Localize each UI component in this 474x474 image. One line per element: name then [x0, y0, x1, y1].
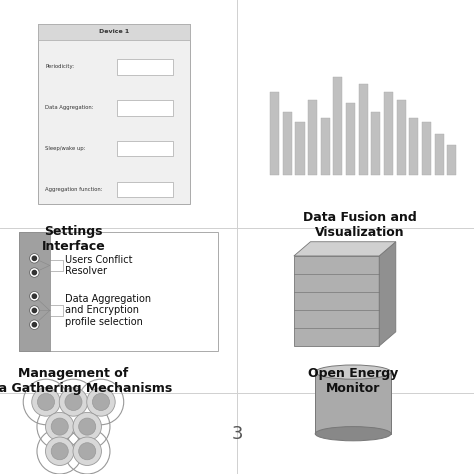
Circle shape — [87, 388, 115, 416]
Text: Users Conflict
Resolver: Users Conflict Resolver — [65, 255, 132, 276]
Bar — [315, 372, 391, 434]
Bar — [384, 92, 393, 175]
Text: Data Aggregation
and Encryption
profile selection: Data Aggregation and Encryption profile … — [65, 294, 151, 327]
Text: Settings
Interface: Settings Interface — [42, 225, 105, 253]
Bar — [333, 77, 343, 175]
Circle shape — [32, 256, 36, 261]
Bar — [38, 24, 190, 40]
Circle shape — [37, 393, 55, 410]
Bar — [283, 112, 292, 175]
Bar — [359, 84, 368, 175]
Circle shape — [59, 388, 88, 416]
Bar — [397, 100, 406, 175]
Bar — [50, 260, 63, 271]
Polygon shape — [294, 242, 396, 256]
Circle shape — [79, 418, 96, 435]
Bar — [294, 256, 379, 346]
Text: Data Aggregation:: Data Aggregation: — [45, 105, 93, 110]
Circle shape — [73, 412, 101, 441]
Circle shape — [32, 388, 60, 416]
Bar — [117, 59, 173, 74]
Circle shape — [29, 292, 39, 301]
Bar — [19, 232, 50, 351]
Bar — [38, 24, 190, 204]
Text: 3: 3 — [231, 425, 243, 443]
Bar — [346, 102, 355, 175]
Bar — [371, 112, 381, 175]
Bar — [117, 182, 173, 197]
Bar — [409, 118, 419, 175]
Circle shape — [92, 393, 109, 410]
Circle shape — [46, 412, 74, 441]
Circle shape — [29, 306, 39, 315]
Circle shape — [73, 437, 101, 465]
Bar — [270, 92, 279, 175]
Circle shape — [51, 418, 68, 435]
Polygon shape — [379, 242, 396, 346]
Bar — [308, 100, 317, 175]
Text: Data Fusion and
Visualization: Data Fusion and Visualization — [303, 211, 417, 239]
Bar — [447, 145, 456, 175]
Circle shape — [32, 270, 36, 275]
Bar — [117, 141, 173, 156]
Text: Periodicity:: Periodicity: — [45, 64, 74, 69]
Bar — [19, 232, 218, 351]
Circle shape — [29, 254, 39, 263]
Circle shape — [65, 393, 82, 410]
Circle shape — [32, 294, 36, 299]
Text: Sleep/wake up:: Sleep/wake up: — [45, 146, 85, 151]
Ellipse shape — [315, 365, 391, 379]
Text: Device 1: Device 1 — [99, 29, 129, 35]
Circle shape — [51, 443, 68, 460]
Bar — [295, 122, 305, 175]
Circle shape — [29, 268, 39, 277]
Bar — [50, 305, 63, 316]
Circle shape — [29, 320, 39, 329]
Text: Management of
Data Gathering Mechanisms: Management of Data Gathering Mechanisms — [0, 367, 173, 395]
Bar — [435, 135, 444, 175]
Bar — [422, 122, 431, 175]
Text: Open Energy
Monitor: Open Energy Monitor — [308, 367, 398, 395]
Circle shape — [79, 443, 96, 460]
Ellipse shape — [315, 427, 391, 441]
Circle shape — [32, 309, 36, 313]
Circle shape — [32, 322, 36, 327]
Text: Aggregation function:: Aggregation function: — [45, 187, 102, 192]
Bar — [117, 100, 173, 116]
Circle shape — [46, 437, 74, 465]
Bar — [321, 118, 330, 175]
